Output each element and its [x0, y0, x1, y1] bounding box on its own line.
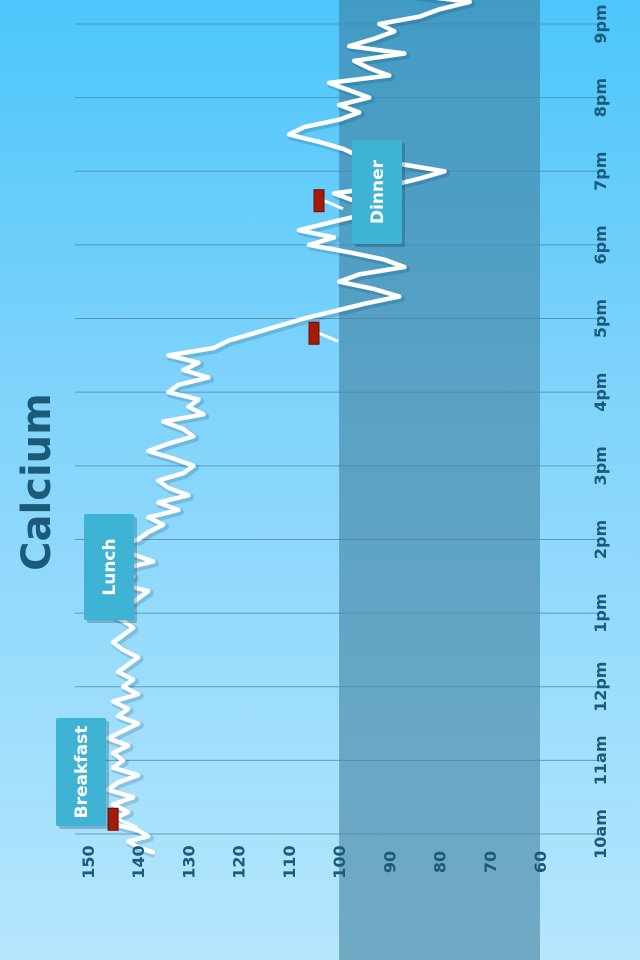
- value-tick-label: 150: [79, 845, 98, 878]
- time-tick-label: 5pm: [591, 299, 610, 338]
- time-tick-label: 6pm: [591, 225, 610, 264]
- time-tick-label: 3pm: [591, 446, 610, 485]
- meal-markers: [107, 189, 344, 831]
- time-tick-label: 4pm: [591, 373, 610, 412]
- value-tick-label: 100: [330, 845, 349, 878]
- marker-connector: [318, 331, 339, 343]
- time-tick-label: 12pm: [591, 662, 610, 712]
- grid-lines: [75, 23, 600, 835]
- meal-label-box: [56, 718, 106, 826]
- time-tick-label: 8pm: [591, 78, 610, 117]
- meal-labels: Breakfast Lunch Dinner: [56, 140, 405, 829]
- meal-marker: [107, 807, 119, 831]
- meal-marker: [308, 321, 320, 345]
- marker-connector: [117, 817, 138, 829]
- value-tick-label: 110: [280, 845, 299, 878]
- value-tick-label: 70: [481, 851, 500, 873]
- time-tick-label: 2pm: [591, 520, 610, 559]
- meal-label-box: [84, 514, 134, 620]
- meal-marker: [313, 189, 325, 213]
- time-tick-label: 9pm: [591, 4, 610, 43]
- calcium-series-line: [105, 0, 472, 855]
- data-line: [105, 0, 476, 858]
- meal-label-dinner: Dinner: [368, 159, 388, 224]
- value-tick-label: 130: [179, 845, 198, 878]
- time-tick-label: 11am: [591, 735, 610, 785]
- time-tick-label: 1pm: [591, 593, 610, 632]
- time-axis: 10am 11am 12pm 1pm 2pm 3pm 4pm 5pm 6pm 7pm 8pm 9pm: [591, 4, 610, 859]
- value-tick-label: 120: [230, 845, 249, 878]
- meal-label-breakfast: Breakfast: [72, 726, 92, 819]
- chart-title: Calcium: [14, 393, 60, 571]
- meal-label-lunch: Lunch: [100, 538, 120, 595]
- marker-connector: [323, 199, 344, 211]
- meal-label-box: [352, 140, 402, 244]
- time-tick-label: 10am: [591, 809, 610, 859]
- value-tick-label: 140: [129, 845, 148, 878]
- time-tick-label: 7pm: [591, 152, 610, 191]
- value-tick-label: 60: [531, 851, 550, 873]
- value-tick-label: 90: [380, 851, 399, 873]
- value-axis: 150 140 130 120 110 100 90 80 70 60: [79, 845, 550, 878]
- value-tick-label: 80: [431, 851, 450, 873]
